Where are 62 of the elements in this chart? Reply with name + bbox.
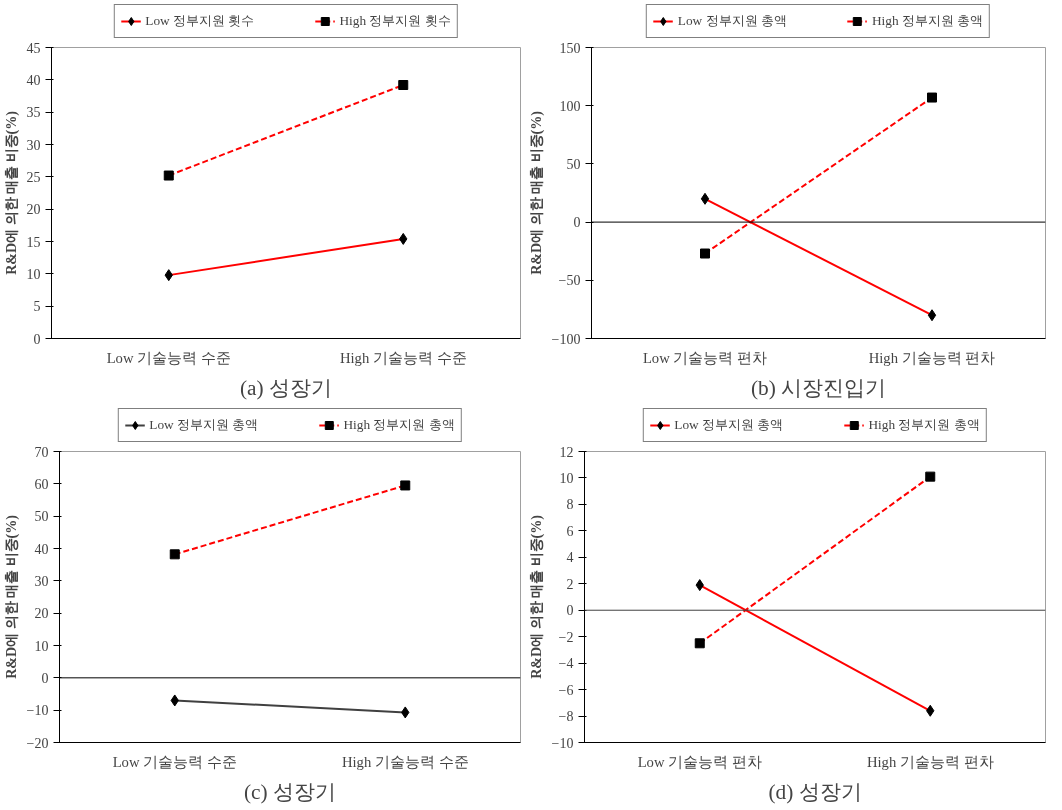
y-tick-label: 30: [26, 137, 41, 153]
y-tick-label: 0: [33, 331, 41, 347]
y-tick-label: 15: [26, 234, 41, 250]
legend-label: Low 정부지원 횟수: [145, 12, 255, 30]
y-tick-label: 20: [26, 202, 41, 218]
text: (c) 성장기: [244, 779, 337, 804]
y-tick-label: −10: [26, 703, 49, 719]
legend-label: Low 정부지원 총액: [677, 12, 787, 30]
y-tick-label: 20: [34, 606, 49, 622]
y-tick-label: 70: [34, 444, 49, 460]
y-tick-label: −6: [558, 682, 574, 698]
text: (b) 시장진입기: [750, 375, 887, 400]
y-tick-label: 50: [34, 509, 49, 525]
y-axis-title: R&D에 의한 매출 비중(%): [528, 110, 545, 275]
y-tick-label: 100: [559, 98, 581, 114]
y-tick-label: 40: [26, 72, 41, 88]
x-tick-label: Low 기술능력 수준: [112, 753, 237, 770]
y-tick-label: 10: [34, 638, 49, 654]
x-tick-label: Low 기술능력 수준: [106, 349, 231, 366]
text: (a) 성장기: [240, 375, 333, 400]
legend-label: Low 정부지원 총액: [149, 416, 259, 434]
y-tick-label: 60: [34, 476, 49, 492]
y-tick-label: 150: [559, 40, 581, 56]
legend-label: High 정부지원 총액: [868, 416, 980, 434]
y-tick-label: −2: [558, 629, 574, 645]
y-tick-label: 10: [26, 266, 41, 282]
y-tick-label: −10: [551, 735, 574, 751]
y-axis-title: R&D에 의한 매출 비중(%): [3, 110, 20, 275]
y-tick-label: 40: [34, 541, 49, 557]
legend-label: High 정부지원 횟수: [339, 12, 451, 30]
y-tick-label: 0: [573, 215, 581, 231]
y-tick-label: 45: [26, 40, 41, 56]
y-tick-label: 25: [26, 169, 41, 185]
legend-label: High 정부지원 총액: [871, 12, 984, 30]
y-tick-label: 6: [566, 523, 574, 539]
x-tick-label: High 기술능력 수준: [339, 349, 467, 366]
y-tick-label: −20: [26, 735, 49, 751]
y-tick-label: 8: [566, 497, 574, 513]
y-tick-label: −8: [558, 709, 574, 725]
y-tick-label: −50: [558, 273, 581, 289]
y-tick-label: 2: [566, 576, 574, 592]
y-tick-label: 5: [33, 299, 41, 315]
y-tick-label: 12: [559, 444, 574, 460]
y-axis-title: R&D에 의한 매출 비중(%): [3, 514, 20, 679]
x-tick-label: High 기술능력 편차: [868, 349, 996, 366]
y-tick-label: −100: [551, 331, 581, 347]
legend-label: High 정부지원 총액: [343, 416, 455, 434]
text: (d) 성장기: [768, 779, 862, 804]
y-tick-label: 10: [559, 470, 574, 486]
y-tick-label: 0: [41, 670, 49, 686]
x-tick-label: High 기술능력 편차: [866, 753, 994, 770]
y-tick-label: 35: [26, 105, 41, 121]
legend-label: Low 정부지원 총액: [674, 416, 784, 434]
y-tick-label: −4: [558, 656, 574, 672]
x-tick-label: Low 기술능력 편차: [637, 753, 762, 770]
x-tick-label: High 기술능력 수준: [341, 753, 469, 770]
x-tick-label: Low 기술능력 편차: [642, 349, 768, 366]
y-tick-label: 30: [34, 573, 49, 589]
y-tick-label: 0: [566, 603, 574, 619]
y-axis-title: R&D에 의한 매출 비중(%): [528, 514, 545, 679]
y-tick-label: 4: [566, 550, 574, 566]
y-tick-label: 50: [566, 156, 581, 172]
